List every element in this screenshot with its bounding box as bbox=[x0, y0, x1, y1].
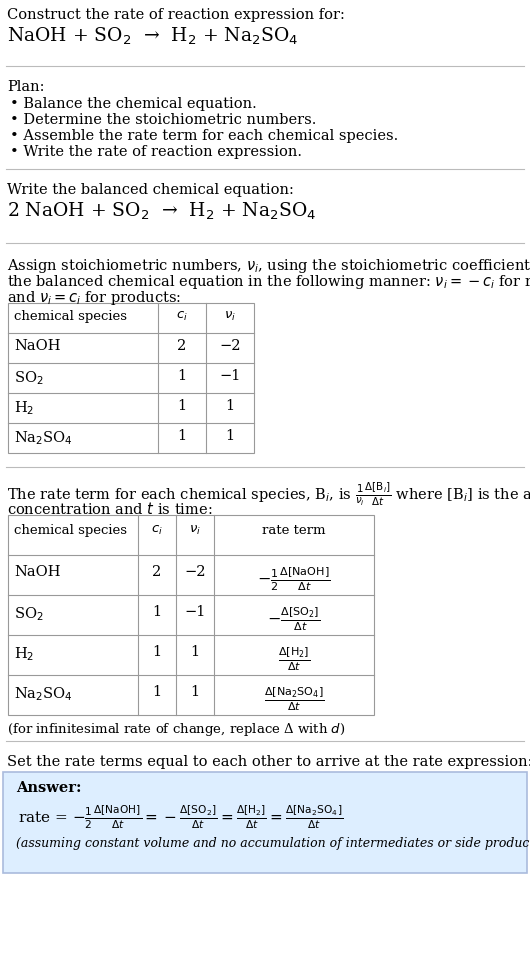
Text: NaOH: NaOH bbox=[14, 565, 60, 579]
Text: H$_2$: H$_2$ bbox=[14, 645, 34, 663]
Text: 1: 1 bbox=[178, 369, 187, 383]
Text: −1: −1 bbox=[184, 605, 206, 619]
Text: 1: 1 bbox=[190, 685, 200, 699]
Text: −1: −1 bbox=[219, 369, 241, 383]
Text: $-\frac{1}{2}\frac{\Delta[\mathrm{NaOH}]}{\Delta t}$: $-\frac{1}{2}\frac{\Delta[\mathrm{NaOH}]… bbox=[257, 565, 331, 592]
Text: rate = $-\frac{1}{2}\frac{\Delta[\mathrm{NaOH}]}{\Delta t} = -\frac{\Delta[\math: rate = $-\frac{1}{2}\frac{\Delta[\mathrm… bbox=[18, 803, 343, 831]
Text: $c_i$: $c_i$ bbox=[176, 310, 188, 323]
Text: NaOH: NaOH bbox=[14, 339, 60, 353]
Text: 2 NaOH + SO$_2$  →  H$_2$ + Na$_2$SO$_4$: 2 NaOH + SO$_2$ → H$_2$ + Na$_2$SO$_4$ bbox=[7, 201, 316, 223]
Text: (for infinitesimal rate of change, replace Δ with $d$): (for infinitesimal rate of change, repla… bbox=[7, 721, 346, 738]
Text: • Determine the stoichiometric numbers.: • Determine the stoichiometric numbers. bbox=[10, 113, 316, 127]
Text: the balanced chemical equation in the following manner: $\nu_i = -c_i$ for react: the balanced chemical equation in the fo… bbox=[7, 273, 530, 291]
FancyBboxPatch shape bbox=[3, 772, 527, 873]
Text: SO$_2$: SO$_2$ bbox=[14, 369, 43, 386]
Text: chemical species: chemical species bbox=[14, 524, 127, 537]
Text: Assign stoichiometric numbers, $\nu_i$, using the stoichiometric coefficients, $: Assign stoichiometric numbers, $\nu_i$, … bbox=[7, 257, 530, 275]
Text: $\nu_i$: $\nu_i$ bbox=[224, 310, 236, 323]
Text: 2: 2 bbox=[153, 565, 162, 579]
Text: 1: 1 bbox=[190, 645, 200, 659]
Text: Answer:: Answer: bbox=[16, 781, 82, 795]
Text: The rate term for each chemical species, B$_i$, is $\frac{1}{\nu_i}\frac{\Delta[: The rate term for each chemical species,… bbox=[7, 481, 530, 508]
Text: 1: 1 bbox=[153, 685, 162, 699]
Text: $\frac{\Delta[\mathrm{Na_2SO_4}]}{\Delta t}$: $\frac{\Delta[\mathrm{Na_2SO_4}]}{\Delta… bbox=[264, 685, 324, 712]
Text: 1: 1 bbox=[153, 645, 162, 659]
Text: 2: 2 bbox=[178, 339, 187, 353]
Text: Na$_2$SO$_4$: Na$_2$SO$_4$ bbox=[14, 685, 73, 703]
Text: $-\frac{\Delta[\mathrm{SO_2}]}{\Delta t}$: $-\frac{\Delta[\mathrm{SO_2}]}{\Delta t}… bbox=[268, 605, 321, 632]
Text: chemical species: chemical species bbox=[14, 310, 127, 323]
Text: Set the rate terms equal to each other to arrive at the rate expression:: Set the rate terms equal to each other t… bbox=[7, 755, 530, 769]
Text: −2: −2 bbox=[184, 565, 206, 579]
Text: $\nu_i$: $\nu_i$ bbox=[189, 524, 201, 537]
Text: $\frac{\Delta[\mathrm{H_2}]}{\Delta t}$: $\frac{\Delta[\mathrm{H_2}]}{\Delta t}$ bbox=[278, 645, 310, 672]
Text: $c_i$: $c_i$ bbox=[151, 524, 163, 537]
Text: 1: 1 bbox=[225, 399, 235, 413]
Text: rate term: rate term bbox=[262, 524, 326, 537]
Text: Plan:: Plan: bbox=[7, 80, 45, 94]
Text: 1: 1 bbox=[153, 605, 162, 619]
Text: (assuming constant volume and no accumulation of intermediates or side products): (assuming constant volume and no accumul… bbox=[16, 837, 530, 850]
Text: • Assemble the rate term for each chemical species.: • Assemble the rate term for each chemic… bbox=[10, 129, 398, 143]
Text: • Balance the chemical equation.: • Balance the chemical equation. bbox=[10, 97, 257, 111]
Text: NaOH + SO$_2$  →  H$_2$ + Na$_2$SO$_4$: NaOH + SO$_2$ → H$_2$ + Na$_2$SO$_4$ bbox=[7, 26, 298, 47]
Text: Construct the rate of reaction expression for:: Construct the rate of reaction expressio… bbox=[7, 8, 345, 22]
Bar bbox=[8, 515, 374, 715]
Text: SO$_2$: SO$_2$ bbox=[14, 605, 43, 623]
Text: 1: 1 bbox=[178, 429, 187, 443]
Text: −2: −2 bbox=[219, 339, 241, 353]
Text: and $\nu_i = c_i$ for products:: and $\nu_i = c_i$ for products: bbox=[7, 289, 181, 307]
Text: 1: 1 bbox=[225, 429, 235, 443]
Text: • Write the rate of reaction expression.: • Write the rate of reaction expression. bbox=[10, 145, 302, 159]
Text: 1: 1 bbox=[178, 399, 187, 413]
Text: H$_2$: H$_2$ bbox=[14, 399, 34, 417]
Text: Na$_2$SO$_4$: Na$_2$SO$_4$ bbox=[14, 429, 73, 447]
Text: concentration and $t$ is time:: concentration and $t$ is time: bbox=[7, 501, 213, 517]
Bar bbox=[8, 303, 254, 453]
Text: Write the balanced chemical equation:: Write the balanced chemical equation: bbox=[7, 183, 294, 197]
